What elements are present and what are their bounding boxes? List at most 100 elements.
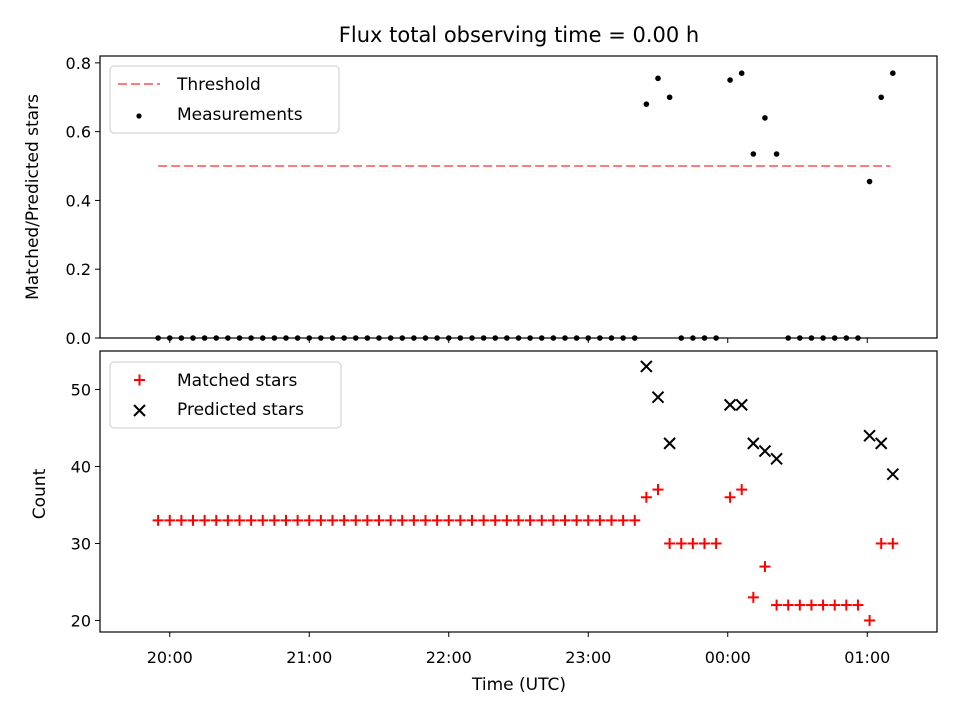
matched-star-marker [303, 514, 315, 526]
predicted-star-marker [640, 360, 653, 373]
chart-title: Flux total observing time = 0.00 h [339, 23, 699, 47]
bottom-y-tick-label: 50 [71, 380, 91, 399]
bottom-y-axis-label: Count [30, 468, 50, 519]
matched-star-marker [864, 614, 876, 626]
threshold-legend-label: Threshold [176, 75, 261, 95]
matched-star-marker [350, 514, 362, 526]
predicted-stars-legend-label: Predicted stars [177, 400, 304, 420]
matched-stars-points [152, 484, 899, 626]
measurements-legend-label: Measurements [177, 105, 303, 125]
predicted-star-marker [735, 398, 748, 412]
matched-star-marker [664, 537, 676, 549]
matched-star-marker [489, 514, 501, 526]
x-axis-label: Time (UTC) [471, 675, 566, 695]
matched-star-marker [794, 599, 806, 611]
matched-star-marker [536, 514, 548, 526]
matched-star-marker [408, 514, 420, 526]
matched-star-marker [513, 514, 524, 526]
matched-star-marker [210, 514, 222, 526]
measurement-point [866, 178, 873, 185]
matched-star-marker [152, 514, 164, 526]
matched-star-marker [852, 599, 864, 611]
matched-star-marker [805, 599, 817, 611]
predicted-stars-legend-swatch [133, 404, 146, 417]
matched-star-marker [887, 537, 899, 549]
measurement-point [750, 151, 757, 157]
matched-star-marker [736, 484, 748, 496]
matched-star-marker [710, 537, 722, 549]
top-y-axis-label: Matched/Predicted stars [23, 94, 43, 300]
matched-star-marker [234, 514, 245, 526]
matched-star-marker [187, 514, 199, 526]
matched-star-marker [164, 514, 176, 526]
matched-star-marker [699, 537, 710, 549]
matched-star-marker [640, 491, 652, 503]
bottom-legend-box [109, 361, 342, 429]
matched-star-marker [582, 514, 594, 526]
matched-star-marker [724, 491, 736, 503]
matched-stars-legend-label: Matched stars [177, 371, 297, 391]
top-y-tick-label: 0.2 [66, 260, 91, 279]
measurement-point [643, 101, 650, 107]
measurement-point [738, 70, 745, 76]
predicted-star-marker [723, 398, 737, 412]
top-panel-frame [99, 55, 938, 339]
matched-star-marker [420, 514, 431, 526]
x-tick-label: 20:00 [147, 648, 193, 667]
bottom-y-ticks: 20 30 40 50 [71, 380, 100, 630]
matched-star-marker [361, 514, 373, 526]
matched-star-marker [594, 514, 606, 526]
top-y-ticks: 0.0 0.2 0.4 0.6 0.8 [66, 54, 100, 348]
top-y-tick-label: 0.4 [66, 191, 91, 210]
measurement-point [890, 70, 896, 76]
matched-star-marker [443, 514, 455, 526]
matched-star-marker [759, 561, 771, 573]
matched-star-marker [747, 591, 759, 603]
x-tick-label: 01:00 [844, 648, 890, 667]
matched-star-marker [547, 514, 559, 526]
matched-star-marker [840, 599, 852, 611]
matched-star-marker [327, 514, 338, 526]
measurements-legend-swatch [136, 113, 142, 119]
bottom-y-tick-label: 20 [71, 611, 91, 630]
matched-star-marker [454, 514, 466, 526]
x-tick-label: 21:00 [286, 648, 332, 667]
predicted-star-marker [863, 429, 876, 442]
matched-star-marker [222, 514, 234, 526]
top-y-tick-label: 0.6 [66, 123, 91, 142]
matched-star-marker [257, 514, 269, 526]
predicted-star-marker [651, 390, 665, 404]
matched-star-marker [652, 484, 664, 496]
matched-star-marker [431, 514, 443, 526]
measurement-point [666, 94, 673, 101]
matched-star-marker [559, 514, 571, 526]
measurement-point [727, 77, 733, 83]
matched-star-marker [675, 537, 687, 549]
matched-star-marker [373, 514, 385, 526]
predicted-star-marker [758, 444, 772, 458]
matched-star-marker [466, 514, 478, 526]
matched-star-marker [315, 514, 327, 526]
matched-star-marker [175, 514, 187, 526]
matched-star-marker [385, 514, 397, 526]
matched-star-marker [268, 514, 280, 526]
matched-star-marker [280, 514, 292, 526]
top-y-tick-label: 0.8 [66, 54, 91, 73]
predicted-star-marker [770, 452, 783, 465]
matched-star-marker [524, 514, 536, 526]
x-tick-label: 22:00 [426, 648, 472, 667]
predicted-star-marker [874, 437, 888, 450]
matched-star-marker [687, 537, 699, 549]
bottom-legend: Matched stars Predicted stars [109, 361, 342, 429]
predicted-stars-points [640, 360, 900, 481]
predicted-star-marker [663, 437, 676, 450]
matched-star-marker [771, 599, 783, 611]
matched-star-marker [478, 514, 490, 526]
x-tick-label: 00:00 [705, 648, 751, 667]
bottom-panel-frame [99, 350, 938, 633]
matched-star-marker [629, 514, 641, 526]
matched-star-marker [829, 599, 841, 611]
bottom-x-ticks: 20:00 21:00 22:00 23:00 00:00 01:00 [147, 632, 890, 667]
